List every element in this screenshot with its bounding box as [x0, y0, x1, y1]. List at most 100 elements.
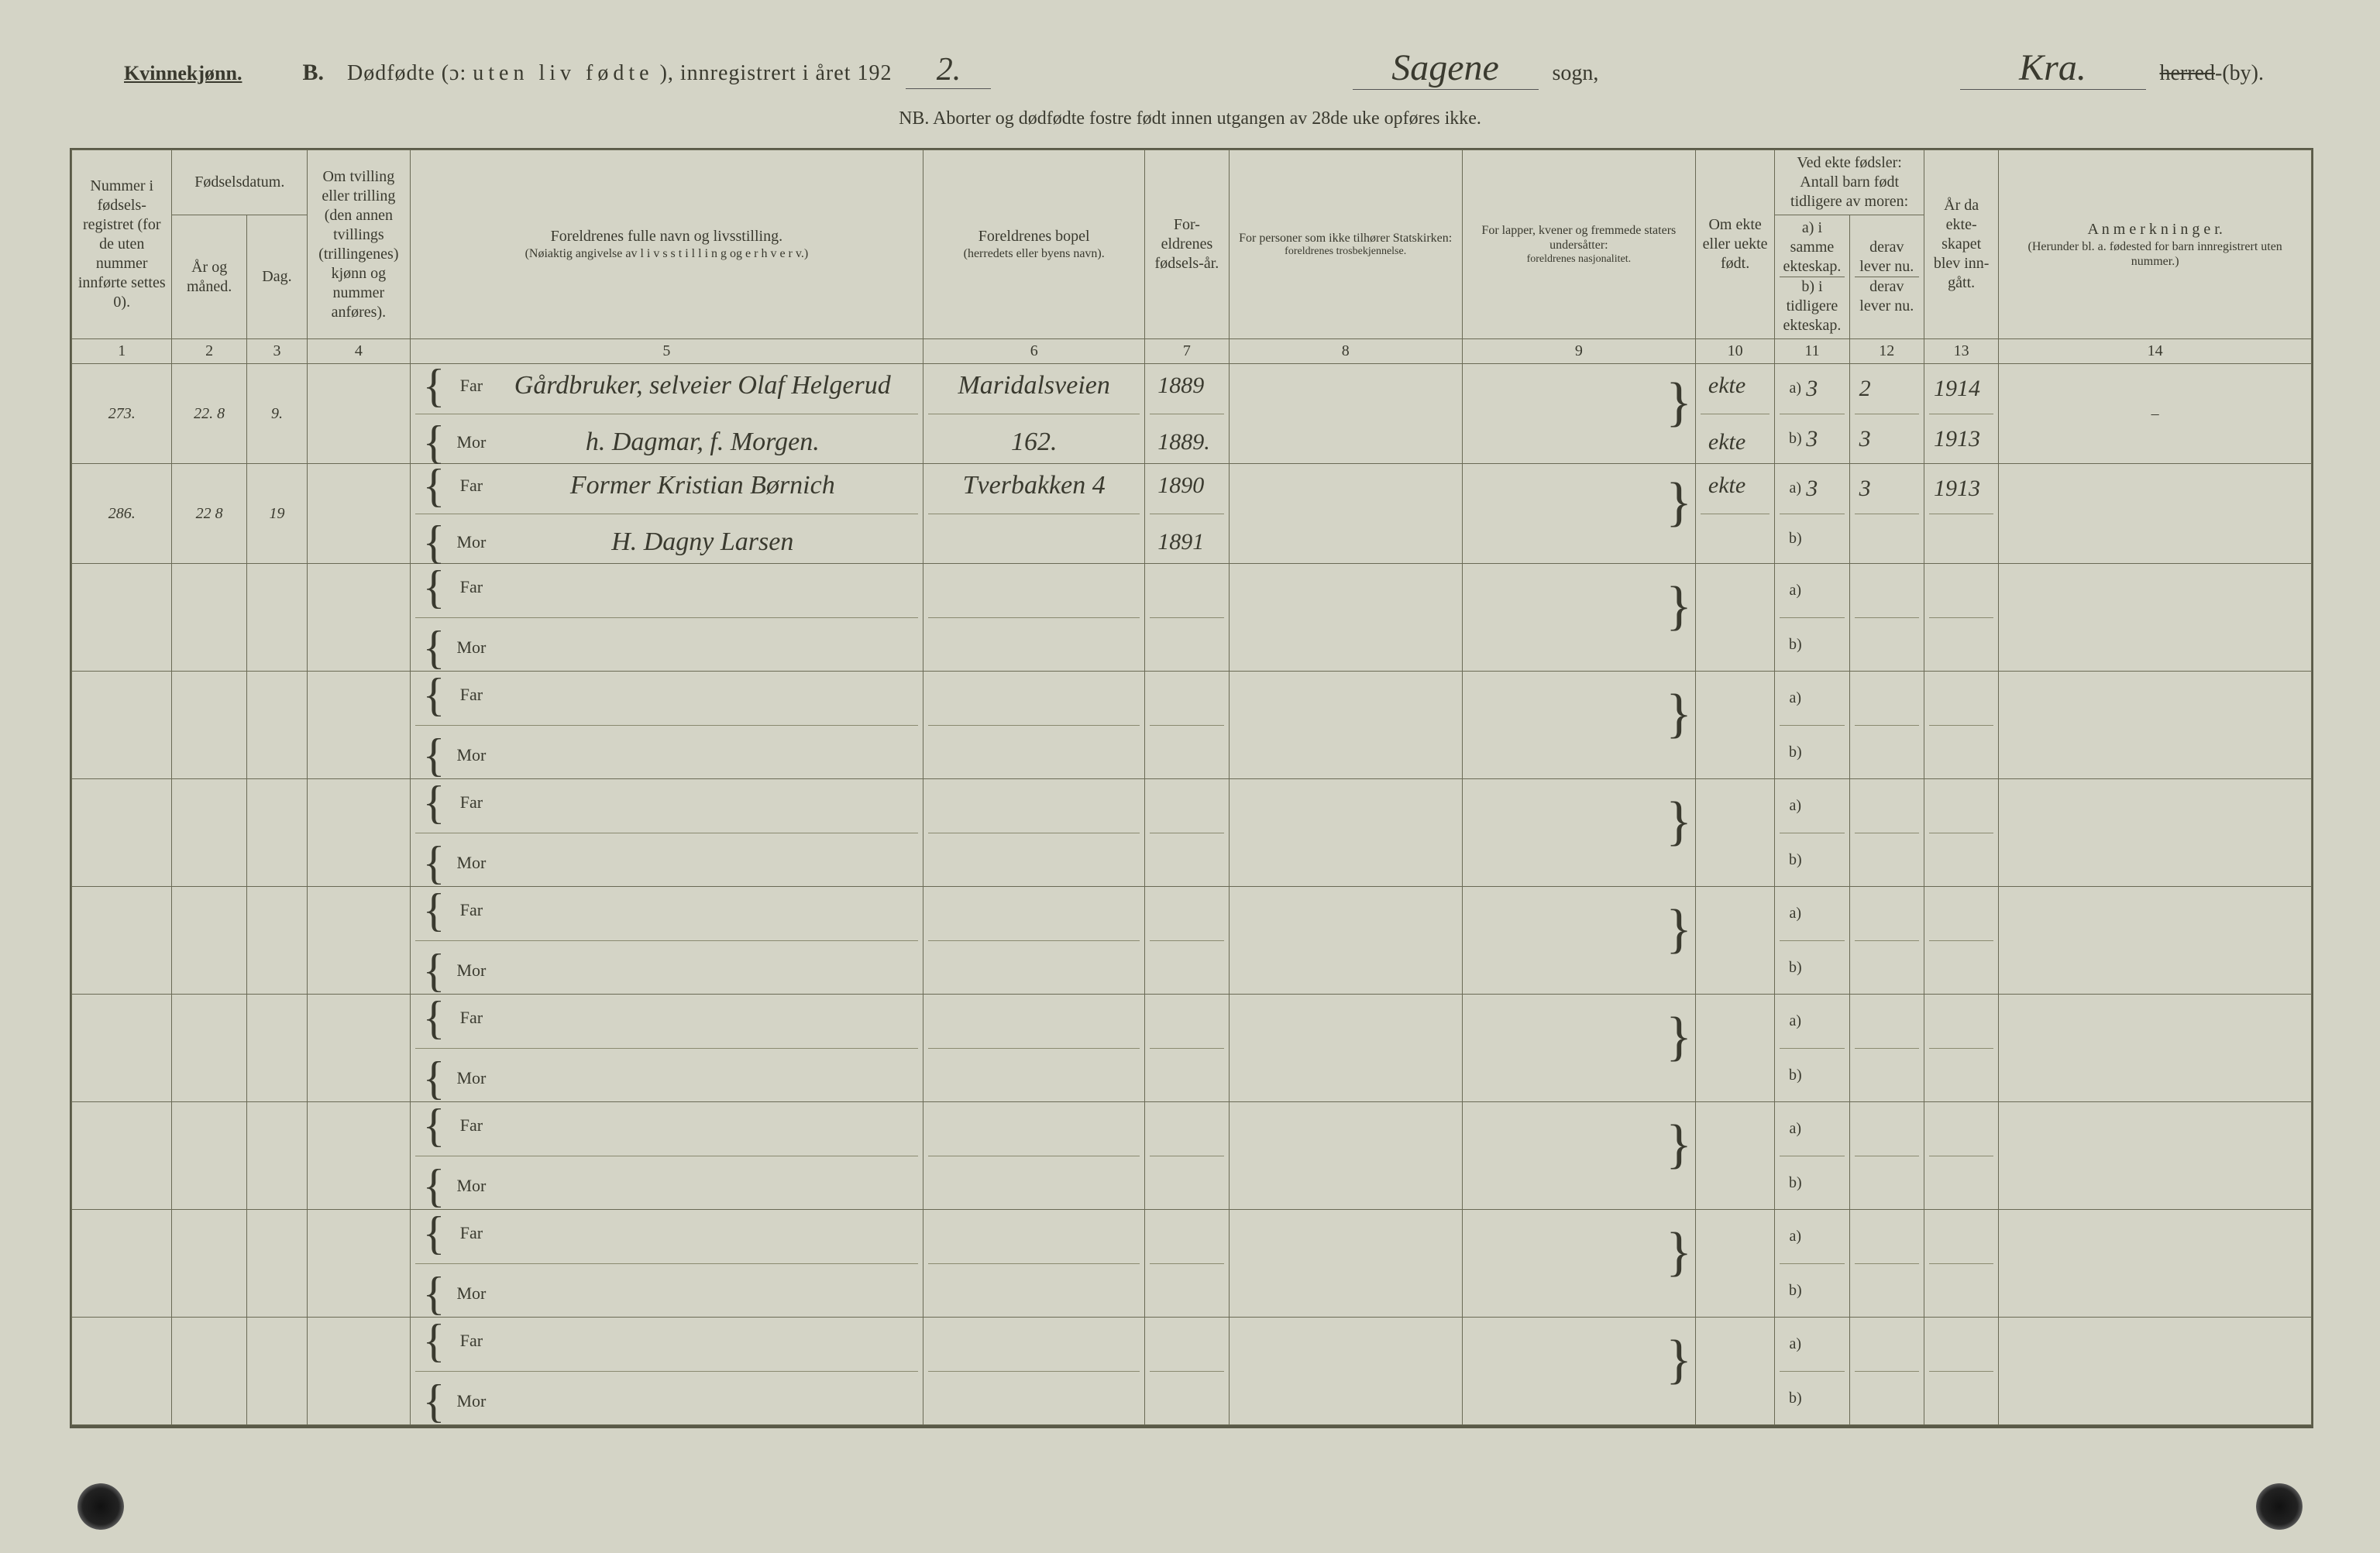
cell-tros [1229, 995, 1462, 1102]
cell-parents-name: {Far {Mor [410, 779, 923, 887]
table-row: {Far {Mor } a) b) [72, 995, 2312, 1102]
b-label: b) [1784, 430, 1806, 448]
title-prefix: Dødfødte (ɔ: [347, 61, 466, 85]
cell-twin [308, 1318, 411, 1425]
cell-remark [1999, 564, 2312, 672]
far-label: Far [448, 1115, 494, 1136]
col-8-top: For personer som ikke tilhører Statskirk… [1234, 231, 1457, 246]
mor-label: Mor [448, 960, 494, 981]
cell-remark [1999, 1318, 2312, 1425]
cell-parents-name: {Far {Mor [410, 887, 923, 995]
cell-twin [308, 564, 411, 672]
cell-ym [172, 1318, 246, 1425]
cell-remark [1999, 995, 2312, 1102]
b-label: b) [1784, 636, 1806, 654]
col-14-sub: (Herunder bl. a. fødested for barn innre… [2003, 239, 2306, 269]
far-label: Far [448, 376, 494, 396]
a-count: 3 [1806, 376, 1818, 402]
cell-parents-name: { Far Gårdbruker, selveier Olaf Helgerud… [410, 364, 923, 464]
cell-num [72, 887, 172, 995]
cell-nasjonalitet: } [1462, 779, 1695, 887]
cell-tros [1229, 672, 1462, 779]
cell-remark [1999, 672, 2312, 779]
right-brace-icon: } [1666, 1330, 1692, 1390]
a-live: 2 [1859, 376, 1871, 402]
col-1-header: Nummer i fødsels-registret (for de uten … [72, 150, 172, 339]
b-label: b) [1784, 1067, 1806, 1084]
col-14-top: A n m e r k n i n g e r. [2003, 220, 2306, 239]
right-brace-icon: } [1666, 899, 1692, 959]
cell-count: a) b) [1775, 1102, 1849, 1210]
mor-label: Mor [448, 637, 494, 658]
col-14-header: A n m e r k n i n g e r. (Herunder bl. a… [1999, 150, 2312, 339]
table-row: {Far {Mor } a) b) [72, 672, 2312, 779]
col-3-header: Dag. [246, 215, 307, 339]
cell-nasjonalitet: } [1462, 1210, 1695, 1318]
punch-hole-left [77, 1483, 124, 1530]
a-label: a) [1784, 1012, 1806, 1030]
ekte-bot: ekte [1708, 429, 1745, 455]
cell-count: a)3 b)3 [1775, 364, 1849, 464]
cell-ym [172, 1210, 246, 1318]
cell-twin [308, 779, 411, 887]
table-row: {Far {Mor } a) b) [72, 1102, 2312, 1210]
title-suffix: ), innregistrert i året 192 [660, 61, 892, 85]
cell-parents-name: {Far {Mor [410, 1318, 923, 1425]
cell-marriage-year: 1914 1913 [1924, 364, 1998, 464]
far-label: Far [448, 577, 494, 597]
cell-bopel: Maridalsveien 162. [923, 364, 1145, 464]
table-row: {Far {Mor } a) b) [72, 1318, 2312, 1425]
cell-ekte [1695, 1210, 1774, 1318]
table-row: {Far {Mor } a) b) [72, 887, 2312, 995]
cell-bopel [923, 564, 1145, 672]
cell-count: a) b) [1775, 995, 1849, 1102]
cell-nasjonalitet: } [1462, 672, 1695, 779]
cell-parents-name: {Far {Mor [410, 1210, 923, 1318]
cell-nasjonalitet: } [1462, 1318, 1695, 1425]
year-a: 1914 [1934, 376, 1980, 402]
right-brace-icon: } [1666, 472, 1692, 532]
cell-count: a) b) [1775, 564, 1849, 672]
cell-marriage-year [1924, 995, 1998, 1102]
table-body: 273. 22. 8 9. { Far Gårdbruker, selveier… [72, 364, 2312, 1425]
far-label: Far [448, 1223, 494, 1243]
far-name: Former Kristian Børnich [494, 471, 910, 500]
cell-ym [172, 779, 246, 887]
col-6-sub: (herredets eller byens navn). [928, 246, 1140, 261]
cell-num [72, 779, 172, 887]
cell-tros [1229, 364, 1462, 464]
b-label: b) [1784, 1282, 1806, 1300]
cell-marriage-year [1924, 1102, 1998, 1210]
col-5-top: Foreldrenes fulle navn og livsstilling. [415, 227, 919, 246]
far-label: Far [448, 476, 494, 496]
cell-birthyear [1145, 1210, 1229, 1318]
cell-day [246, 1102, 307, 1210]
cell-day [246, 1318, 307, 1425]
cell-remark [1999, 779, 2312, 887]
colnum-12: 12 [1849, 339, 1924, 364]
cell-ekte [1695, 1102, 1774, 1210]
nb-line: NB. Aborter og dødfødte fostre født inne… [70, 108, 2310, 129]
colnum-3: 3 [246, 339, 307, 364]
col-12-header: derav lever nu. derav lever nu. [1849, 215, 1924, 339]
cell-twin [308, 1102, 411, 1210]
table-row: {Far {Mor } a) b) [72, 779, 2312, 887]
a-count: 3 [1806, 476, 1818, 502]
colnum-4: 4 [308, 339, 411, 364]
cell-tros [1229, 464, 1462, 564]
cell-birthyear [1145, 672, 1229, 779]
cell-num: 286. [72, 464, 172, 564]
cell-tros [1229, 779, 1462, 887]
cell-nasjonalitet: } [1462, 364, 1695, 464]
right-brace-icon: } [1666, 684, 1692, 744]
cell-ekte [1695, 672, 1774, 779]
right-brace-icon: } [1666, 792, 1692, 851]
cell-birthyear [1145, 887, 1229, 995]
mor-label: Mor [448, 1068, 494, 1088]
far-label: Far [448, 1008, 494, 1028]
cell-birthyear: 1890 1891 [1145, 464, 1229, 564]
b-label: b) [1784, 1174, 1806, 1192]
cell-count: a) b) [1775, 1210, 1849, 1318]
cell-live [1849, 672, 1924, 779]
cell-birthyear: 1889 1889. [1145, 364, 1229, 464]
